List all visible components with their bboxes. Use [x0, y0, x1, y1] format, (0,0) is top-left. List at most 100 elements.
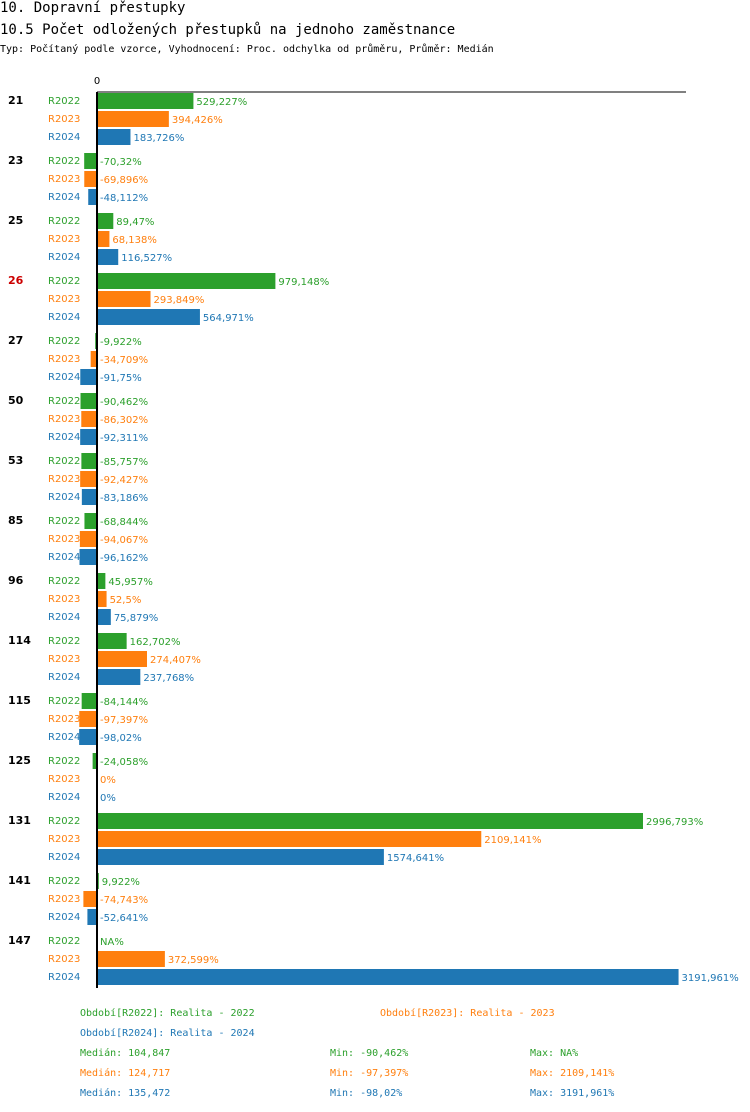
bar-96-R2024	[97, 609, 111, 625]
value-label-115-R2023: -97,397%	[100, 715, 148, 726]
value-label-131-R2024: 1574,641%	[387, 853, 444, 864]
category-label-85: 85	[8, 514, 23, 527]
value-label-21-R2022: 529,227%	[196, 97, 247, 108]
legend-period-r2024: Období[R2024]: Realita - 2024	[80, 1028, 255, 1039]
value-label-141-R2024: -52,641%	[100, 913, 148, 924]
series-label-23-R2022: R2022	[48, 156, 80, 167]
series-label-21-R2023: R2023	[48, 114, 80, 125]
value-label-96-R2022: 45,957%	[108, 577, 153, 588]
series-label-21-R2024: R2024	[48, 132, 80, 143]
series-label-26-R2023: R2023	[48, 294, 80, 305]
series-label-85-R2023: R2023	[48, 534, 80, 545]
stat-median-r2024: Medián: 135,472	[80, 1088, 171, 1099]
value-label-27-R2024: -91,75%	[100, 373, 142, 384]
value-label-27-R2023: -34,709%	[100, 355, 148, 366]
category-label-25: 25	[8, 214, 23, 227]
value-label-114-R2024: 237,768%	[143, 673, 194, 684]
bar-25-R2024	[97, 249, 119, 265]
series-label-96-R2024: R2024	[48, 612, 80, 623]
bar-114-R2022	[97, 633, 127, 649]
stat-max-r2024: Max: 3191,961%	[530, 1088, 615, 1099]
value-label-96-R2024: 75,879%	[114, 613, 159, 624]
bar-115-R2024	[79, 729, 97, 745]
category-label-141: 141	[8, 874, 31, 887]
series-label-141-R2023: R2023	[48, 894, 80, 905]
bar-23-R2024	[88, 189, 97, 205]
value-label-85-R2024: -96,162%	[100, 553, 148, 564]
series-label-131-R2022: R2022	[48, 816, 80, 827]
series-label-25-R2022: R2022	[48, 216, 80, 227]
series-label-27-R2024: R2024	[48, 372, 80, 383]
category-label-125: 125	[8, 754, 31, 767]
series-label-141-R2024: R2024	[48, 912, 80, 923]
bar-85-R2024	[79, 549, 97, 565]
series-label-131-R2024: R2024	[48, 852, 80, 863]
value-label-141-R2023: -74,743%	[100, 895, 148, 906]
category-label-147: 147	[8, 934, 31, 947]
series-label-25-R2023: R2023	[48, 234, 80, 245]
stat-min-r2022: Min: -90,462%	[330, 1048, 409, 1059]
bar-25-R2022	[97, 213, 114, 229]
category-label-27: 27	[8, 334, 23, 347]
value-label-23-R2024: -48,112%	[100, 193, 148, 204]
stat-min-r2023: Min: -97,397%	[330, 1068, 409, 1079]
value-label-26-R2024: 564,971%	[203, 313, 254, 324]
series-label-115-R2022: R2022	[48, 696, 80, 707]
value-label-26-R2023: 293,849%	[154, 295, 205, 306]
bar-96-R2022	[97, 573, 106, 589]
stat-median-r2023: Medián: 124,717	[80, 1068, 171, 1079]
series-label-125-R2022: R2022	[48, 756, 80, 767]
value-label-50-R2022: -90,462%	[100, 397, 148, 408]
bar-23-R2022	[84, 153, 97, 169]
value-label-26-R2022: 979,148%	[278, 277, 329, 288]
value-label-147-R2023: 372,599%	[168, 955, 219, 966]
value-label-141-R2022: 9,922%	[102, 877, 140, 888]
series-label-125-R2023: R2023	[48, 774, 80, 785]
zero-tick-label: 0	[94, 76, 100, 87]
bar-26-R2024	[97, 309, 200, 325]
value-label-50-R2024: -92,311%	[100, 433, 148, 444]
bar-21-R2022	[97, 93, 194, 109]
stat-max-r2023: Max: 2109,141%	[530, 1068, 615, 1079]
bar-27-R2023	[90, 351, 97, 367]
series-label-96-R2023: R2023	[48, 594, 80, 605]
series-label-114-R2024: R2024	[48, 672, 80, 683]
bar-53-R2023	[80, 471, 97, 487]
value-label-131-R2022: 2996,793%	[646, 817, 703, 828]
series-label-50-R2023: R2023	[48, 414, 80, 425]
bar-50-R2023	[81, 411, 97, 427]
value-label-147-R2022: NA%	[100, 937, 124, 948]
value-label-53-R2022: -85,757%	[100, 457, 148, 468]
bar-147-R2023	[97, 951, 165, 967]
series-label-147-R2024: R2024	[48, 972, 80, 983]
bar-26-R2022	[97, 273, 276, 289]
value-label-85-R2022: -68,844%	[100, 517, 148, 528]
series-label-53-R2022: R2022	[48, 456, 80, 467]
series-label-23-R2024: R2024	[48, 192, 80, 203]
category-label-96: 96	[8, 574, 24, 587]
series-label-27-R2023: R2023	[48, 354, 80, 365]
series-label-85-R2022: R2022	[48, 516, 80, 527]
series-label-26-R2024: R2024	[48, 312, 80, 323]
value-label-25-R2023: 68,138%	[112, 235, 157, 246]
chart-subtitle: 10.5 Počet odložených přestupků na jedno…	[0, 22, 456, 38]
series-label-115-R2024: R2024	[48, 732, 80, 743]
bar-23-R2023	[84, 171, 97, 187]
value-label-96-R2023: 52,5%	[110, 595, 142, 606]
value-label-147-R2024: 3191,961%	[682, 973, 739, 984]
series-label-85-R2024: R2024	[48, 552, 80, 563]
value-label-50-R2023: -86,302%	[100, 415, 148, 426]
series-label-114-R2022: R2022	[48, 636, 80, 647]
value-label-114-R2022: 162,702%	[130, 637, 181, 648]
value-label-125-R2022: -24,058%	[100, 757, 148, 768]
series-label-23-R2023: R2023	[48, 174, 80, 185]
stat-min-r2024: Min: -98,02%	[330, 1088, 403, 1099]
bar-85-R2022	[84, 513, 97, 529]
value-label-21-R2023: 394,426%	[172, 115, 223, 126]
value-label-25-R2022: 89,47%	[116, 217, 154, 228]
series-label-96-R2022: R2022	[48, 576, 80, 587]
series-label-147-R2022: R2022	[48, 936, 80, 947]
value-label-131-R2023: 2109,141%	[484, 835, 541, 846]
bar-114-R2024	[97, 669, 141, 685]
series-label-27-R2022: R2022	[48, 336, 80, 347]
